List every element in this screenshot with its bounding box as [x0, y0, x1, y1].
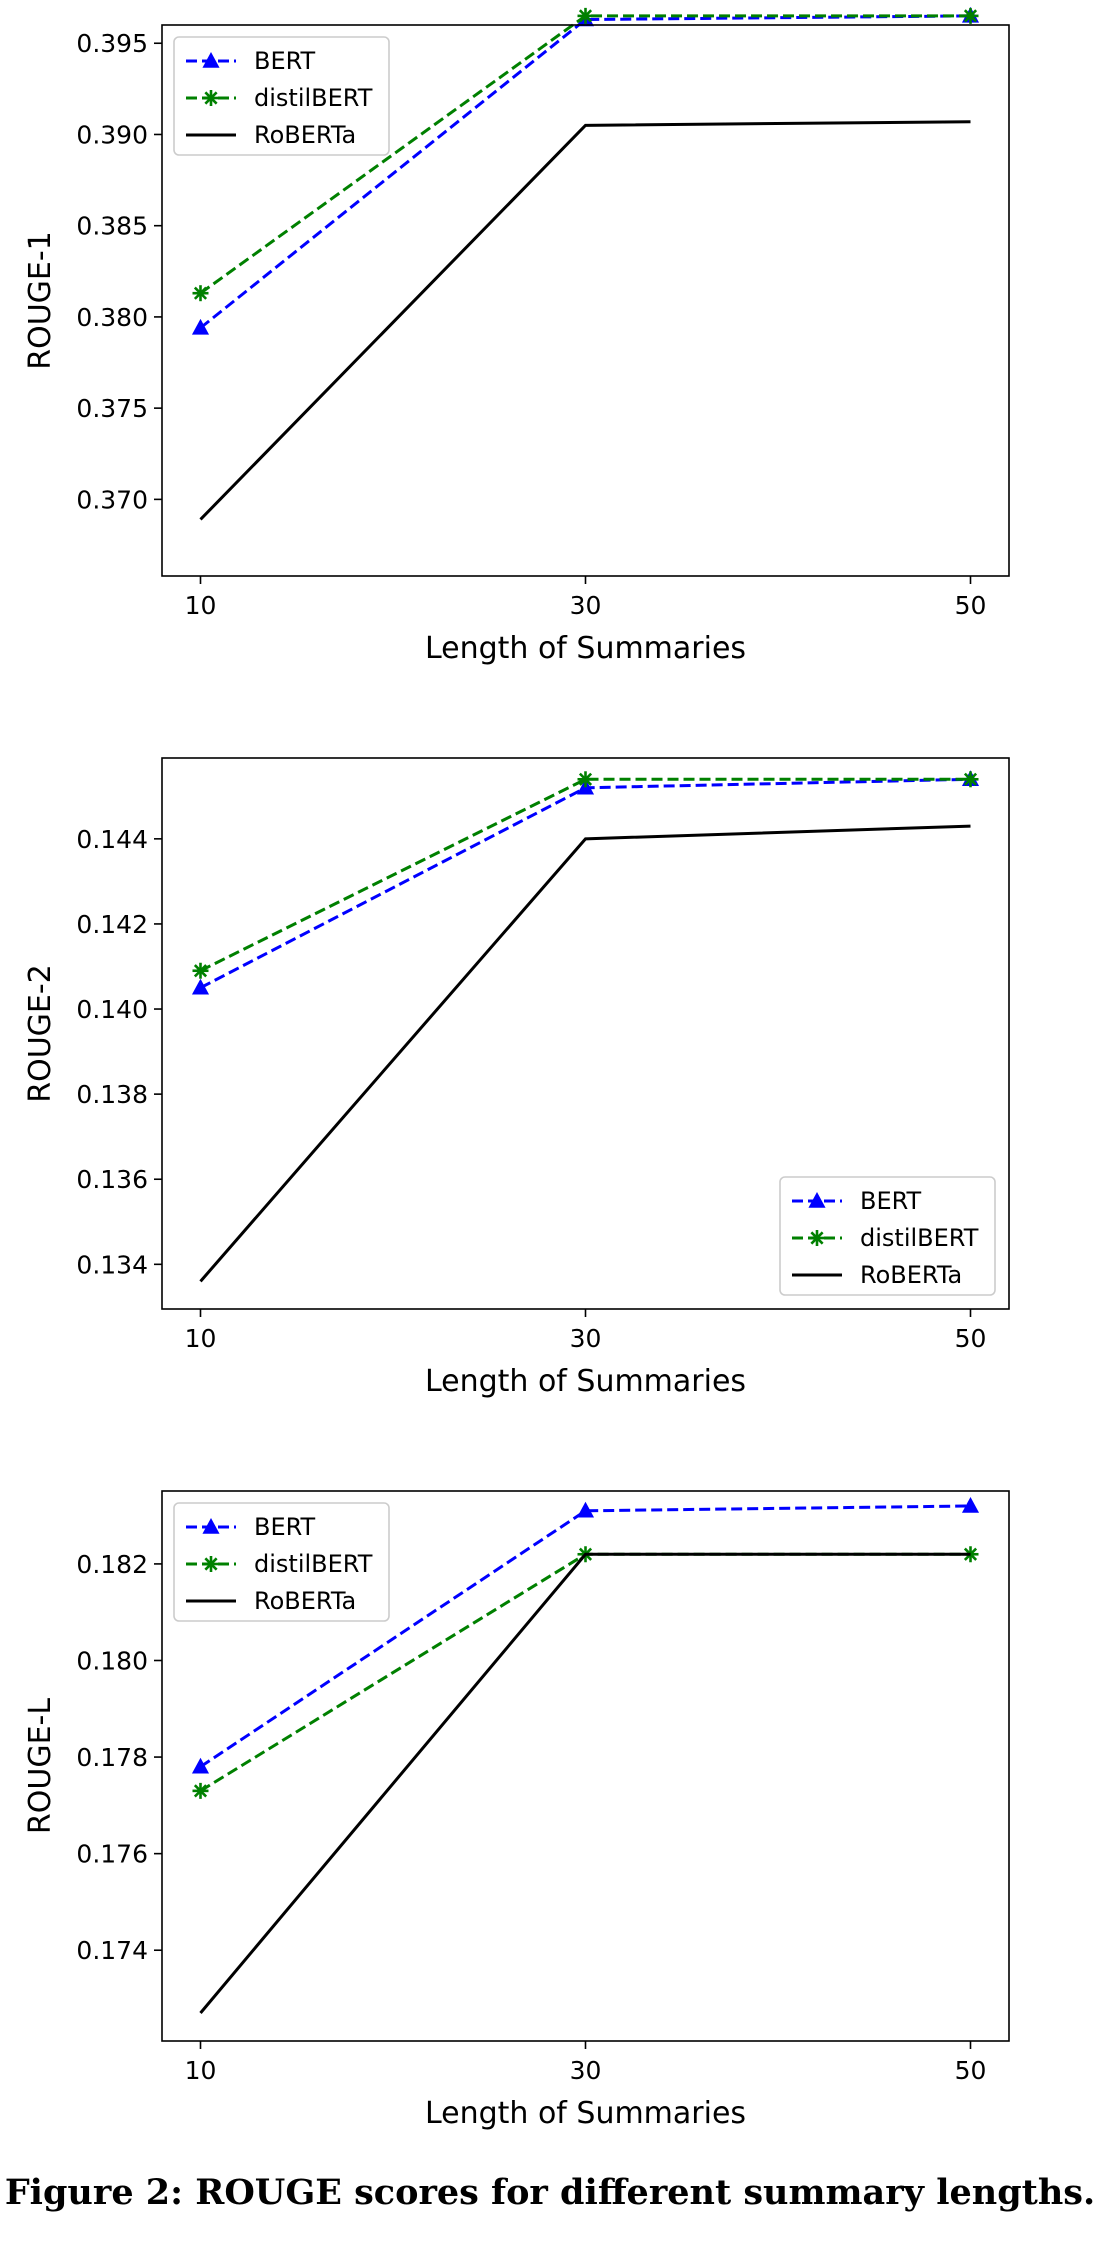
- data-point-distilbert: [962, 771, 979, 788]
- y-tick-label: 0.178: [76, 1743, 148, 1772]
- data-point-bert: [191, 1757, 210, 1774]
- x-tick-label: 50: [955, 591, 987, 620]
- y-tick-label: 0.176: [76, 1840, 148, 1869]
- x-tick-label: 50: [955, 1324, 987, 1353]
- data-point-distilbert: [577, 7, 594, 24]
- y-tick-label: 0.380: [76, 303, 148, 332]
- legend: BERT distilBERT RoBERTa: [173, 36, 390, 156]
- series-line-roberta: [199, 1552, 971, 2014]
- legend-marker-distilbert: [809, 1230, 825, 1246]
- legend-marker-bert: [808, 1192, 826, 1208]
- legend-label-roberta: RoBERTa: [860, 1261, 962, 1289]
- y-axis-label: ROUGE-1: [23, 231, 58, 370]
- y-tick-label: 0.385: [76, 212, 148, 241]
- series-line-roberta: [199, 120, 971, 521]
- x-tick-label: 50: [955, 2056, 987, 2085]
- x-tick-label: 10: [185, 1324, 217, 1353]
- data-point-bert: [576, 1501, 595, 1518]
- legend-label-bert: BERT: [254, 47, 316, 75]
- x-axis-label: Length of Summaries: [425, 1364, 746, 1399]
- legend-label-roberta: RoBERTa: [254, 1587, 356, 1615]
- data-point-bert: [191, 978, 210, 995]
- chart-panel-rouge-l: 0.174 0.176 0.178 0.180 0.182 10 30 50 Length of…: [23, 1490, 1010, 2131]
- x-tick-label: 30: [570, 591, 602, 620]
- chart-panel-rouge-1: 0.370 0.375 0.380 0.385 0.390 0.395 10 30 50 Leng…: [23, 6, 1010, 666]
- legend-marker-bert: [202, 1518, 220, 1534]
- legend-label-roberta: RoBERTa: [254, 121, 356, 149]
- legend-label-distilbert: distilBERT: [860, 1224, 979, 1252]
- x-axis-label: Length of Summaries: [425, 631, 746, 666]
- y-tick-label: 0.142: [76, 910, 148, 939]
- data-point-distilbert: [577, 771, 594, 788]
- series-line-bert: [199, 1504, 971, 1768]
- figure-canvas: 0.370 0.375 0.380 0.385 0.390 0.395 10 30 50 Leng…: [23, 6, 1010, 2131]
- data-point-bert: [961, 1496, 980, 1513]
- y-tick-label: 0.174: [76, 1936, 148, 1965]
- y-tick-label: 0.375: [76, 394, 148, 423]
- data-point-distilbert: [192, 285, 209, 302]
- series-line-distilbert: [199, 777, 971, 973]
- legend-label-bert: BERT: [860, 1187, 922, 1215]
- legend-label-distilbert: distilBERT: [254, 84, 373, 112]
- y-tick-label: 0.140: [76, 995, 148, 1024]
- y-axis-label: ROUGE-2: [23, 964, 58, 1103]
- legend: BERT distilBERT RoBERTa: [779, 1176, 996, 1296]
- x-axis-label: Length of Summaries: [425, 2096, 746, 2131]
- legend-label-bert: BERT: [254, 1513, 316, 1541]
- chart-panel-rouge-2: 0.134 0.136 0.138 0.140 0.142 0.144 10 30 50 Leng…: [23, 757, 1010, 1399]
- y-tick-label: 0.180: [76, 1646, 148, 1675]
- figure-caption: Figure 2: ROUGE scores for different sum…: [4, 2172, 1096, 2213]
- x-tick-label: 10: [185, 591, 217, 620]
- data-point-distilbert: [962, 7, 979, 24]
- legend-box: [173, 36, 390, 156]
- y-tick-label: 0.144: [76, 825, 148, 854]
- series-line-bert: [199, 777, 971, 990]
- series-line-roberta: [199, 824, 971, 1283]
- data-point-distilbert: [192, 962, 209, 979]
- y-tick-label: 0.138: [76, 1080, 148, 1109]
- legend-label-distilbert: distilBERT: [254, 1550, 373, 1578]
- series-line-bert: [199, 14, 971, 330]
- legend: BERT distilBERT RoBERTa: [173, 1502, 390, 1622]
- data-point-bert: [191, 318, 210, 335]
- y-tick-label: 0.370: [76, 485, 148, 514]
- y-tick-label: 0.182: [76, 1550, 148, 1579]
- y-axis-label: ROUGE-L: [23, 1698, 58, 1834]
- data-point-distilbert: [192, 1782, 209, 1799]
- legend-marker-distilbert: [203, 90, 219, 106]
- legend-box: [173, 1502, 390, 1622]
- x-tick-label: 30: [570, 2056, 602, 2085]
- y-tick-label: 0.134: [76, 1250, 148, 1279]
- x-tick-label: 30: [570, 1324, 602, 1353]
- legend-marker-bert: [202, 52, 220, 68]
- y-tick-label: 0.136: [76, 1165, 148, 1194]
- x-tick-label: 10: [185, 2056, 217, 2085]
- legend-marker-distilbert: [203, 1556, 219, 1572]
- legend-box: [779, 1176, 996, 1296]
- y-tick-label: 0.390: [76, 120, 148, 149]
- y-tick-label: 0.395: [76, 29, 148, 58]
